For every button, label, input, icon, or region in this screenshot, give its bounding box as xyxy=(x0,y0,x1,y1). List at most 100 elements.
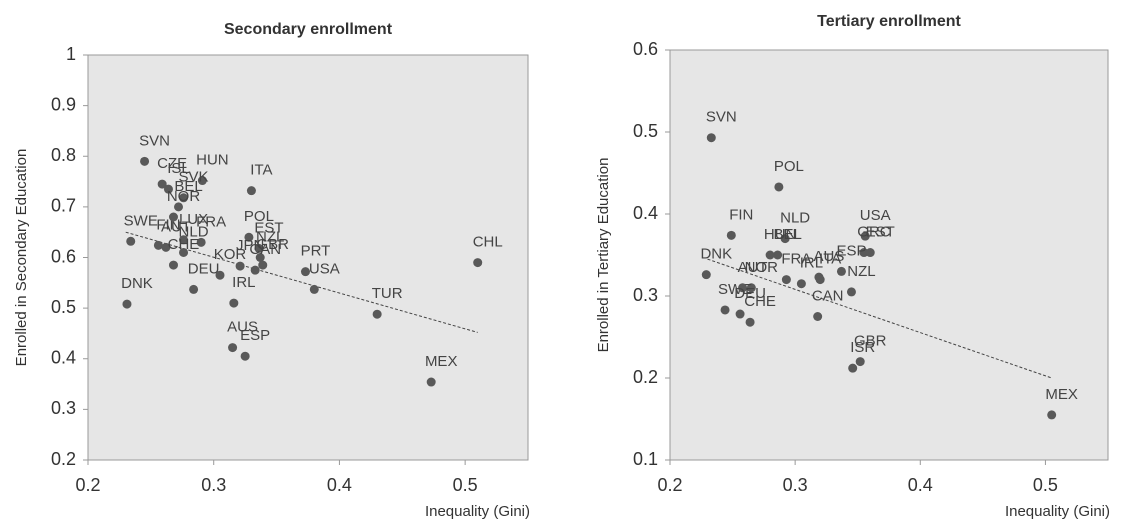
point xyxy=(300,267,310,277)
point-label: BEL xyxy=(773,226,801,243)
point-label: PRT xyxy=(301,243,331,260)
point xyxy=(738,283,748,293)
point xyxy=(189,284,199,294)
point xyxy=(196,237,206,247)
y-tick-label: 1 xyxy=(66,44,76,64)
y-tick-label: 0.2 xyxy=(51,449,76,469)
y-axis-label: Enrolled in Tertiary Education xyxy=(595,158,612,353)
point-label: CAN xyxy=(812,287,844,304)
point-label: SVN xyxy=(706,109,737,126)
point-label: CHE xyxy=(168,236,200,253)
point-label: ISR xyxy=(850,339,875,356)
x-axis-label: Inequality (Gini) xyxy=(425,503,530,520)
x-tick-label: 0.5 xyxy=(453,475,478,495)
point-label: AUS xyxy=(813,248,844,265)
point-label: MEX xyxy=(1045,386,1078,403)
point xyxy=(426,377,436,387)
point xyxy=(774,182,784,192)
point-label: CZE xyxy=(157,155,187,172)
point xyxy=(197,176,207,186)
y-tick-label: 0.5 xyxy=(633,121,658,141)
point-label: HUN xyxy=(764,226,797,243)
point-label: GBR xyxy=(256,236,289,253)
point xyxy=(813,312,823,321)
point xyxy=(701,270,711,280)
point xyxy=(473,258,483,268)
point-label: USA xyxy=(309,260,340,277)
point-label: AUT xyxy=(738,259,768,276)
point-label: NLD xyxy=(179,223,209,240)
point xyxy=(860,231,870,241)
chart-title: Tertiary enrollment xyxy=(817,13,961,30)
y-tick-label: 0.8 xyxy=(51,145,76,165)
y-axis-label: Enrolled in Secondary Education xyxy=(13,149,30,367)
x-axis-label: Inequality (Gini) xyxy=(1005,503,1110,520)
point xyxy=(174,202,184,212)
point-label: ESP xyxy=(240,327,270,344)
point-label: EST xyxy=(254,219,283,236)
point xyxy=(848,363,858,373)
point xyxy=(765,250,775,260)
x-tick-label: 0.5 xyxy=(1033,475,1058,495)
point-label: IRL xyxy=(800,255,823,272)
point xyxy=(179,193,189,203)
point-label: MEX xyxy=(425,353,458,370)
point xyxy=(309,284,319,294)
point xyxy=(235,261,245,271)
point xyxy=(140,156,150,166)
point-label: DNK xyxy=(700,246,732,263)
x-tick-label: 0.3 xyxy=(201,475,226,495)
point xyxy=(846,287,856,297)
point xyxy=(161,242,171,252)
point-label: DNK xyxy=(121,275,153,292)
point xyxy=(157,179,167,189)
point xyxy=(735,309,745,319)
y-tick-label: 0.6 xyxy=(51,246,76,266)
point-label: ITA xyxy=(250,162,272,179)
point-label: BEL xyxy=(174,178,202,195)
point-label: ISL xyxy=(167,160,190,177)
point-label: GBR xyxy=(854,333,887,350)
y-tick-label: 0.2 xyxy=(633,367,658,387)
y-tick-label: 0.9 xyxy=(51,94,76,114)
point xyxy=(1047,410,1057,420)
point-label: SVN xyxy=(139,132,170,149)
point-label: NOR xyxy=(167,188,201,205)
point-label: JPN xyxy=(236,237,264,254)
point-label: FIN xyxy=(729,206,753,223)
point-label: CAN xyxy=(249,241,281,258)
point-label: IRL xyxy=(232,274,255,291)
point-label: HUN xyxy=(196,152,229,169)
point xyxy=(246,186,256,196)
point xyxy=(244,232,254,242)
point-label: DEU xyxy=(188,260,220,277)
x-tick-label: 0.4 xyxy=(327,475,352,495)
point-label: USA xyxy=(860,207,891,224)
point-label: CHE xyxy=(744,293,776,310)
x-tick-label: 0.3 xyxy=(783,475,808,495)
point-label: DEU xyxy=(734,285,766,302)
point-label: FRA xyxy=(196,213,226,230)
point xyxy=(796,279,806,289)
plot-area xyxy=(669,49,1109,461)
point-label: AUS xyxy=(227,319,258,336)
point xyxy=(179,235,189,245)
point-label: SVK xyxy=(179,169,209,186)
point-label: ESP xyxy=(836,242,866,259)
point-label: NLD xyxy=(780,210,810,227)
point xyxy=(781,275,791,285)
point xyxy=(179,247,189,257)
point xyxy=(228,343,238,353)
point-label: GRC xyxy=(857,224,891,241)
point xyxy=(815,275,825,285)
point xyxy=(250,265,260,275)
point xyxy=(855,357,865,367)
point-label: NZL xyxy=(256,228,284,245)
point xyxy=(372,309,382,319)
y-tick-label: 0.1 xyxy=(633,449,658,469)
point xyxy=(706,133,716,143)
chart-title: Secondary enrollment xyxy=(224,21,393,38)
point-label: EST xyxy=(866,224,895,241)
point xyxy=(745,317,755,327)
